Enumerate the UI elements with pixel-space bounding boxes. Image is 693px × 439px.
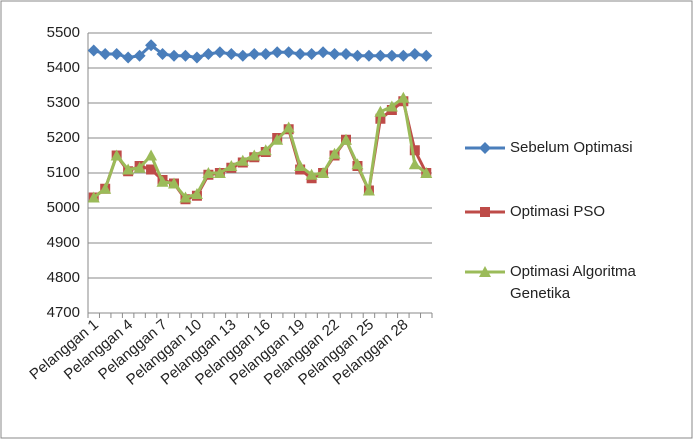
marker	[225, 160, 238, 171]
marker	[340, 133, 352, 145]
y-tick-label: 4900	[47, 234, 80, 251]
marker	[409, 145, 420, 156]
legend-label: Sebelum Optimasi	[510, 139, 633, 156]
marker	[362, 184, 375, 196]
marker	[271, 133, 284, 145]
marker	[225, 48, 238, 60]
marker	[145, 149, 158, 161]
marker	[351, 158, 364, 170]
marker	[202, 167, 215, 178]
marker	[374, 49, 387, 62]
marker	[259, 48, 272, 60]
marker	[479, 266, 491, 277]
y-tick-label: 5000	[47, 199, 80, 216]
legend-label: Optimasi Algoritma Genetika	[510, 263, 636, 302]
marker	[99, 48, 112, 60]
marker	[259, 144, 272, 156]
marker	[317, 167, 330, 178]
marker	[374, 105, 387, 117]
y-tick-label: 5500	[47, 24, 80, 41]
marker	[328, 48, 341, 60]
marker	[385, 49, 398, 62]
marker	[122, 163, 135, 175]
marker	[480, 207, 490, 217]
marker	[397, 91, 410, 103]
legend-label: Optimasi PSO	[510, 203, 606, 220]
marker	[190, 51, 203, 64]
marker	[133, 161, 146, 173]
y-tick-label: 5300	[47, 94, 80, 111]
marker	[133, 49, 146, 62]
marker	[190, 188, 203, 199]
marker	[408, 158, 421, 170]
marker	[156, 48, 169, 60]
y-tick-label: 4700	[47, 304, 80, 321]
y-tick-label: 5400	[47, 59, 80, 76]
marker	[87, 191, 100, 203]
marker	[145, 39, 158, 52]
marker	[408, 48, 421, 60]
marker	[248, 48, 261, 60]
marker	[271, 46, 284, 59]
marker	[110, 48, 123, 60]
marker	[397, 49, 410, 62]
marker	[146, 164, 157, 175]
legend-entry: Optimasi PSO	[510, 203, 606, 220]
y-tick-label: 5100	[47, 164, 80, 181]
marker	[317, 46, 330, 59]
marker	[179, 49, 192, 62]
marker	[420, 49, 433, 62]
marker	[340, 48, 352, 60]
marker	[202, 48, 215, 60]
marker	[122, 51, 135, 64]
marker	[87, 44, 100, 57]
marker	[305, 48, 318, 60]
marker	[294, 48, 307, 60]
marker	[420, 167, 433, 178]
legend-entry: Sebelum Optimasi	[510, 139, 633, 156]
marker	[282, 121, 295, 133]
marker	[236, 49, 249, 62]
marker	[328, 147, 341, 159]
marker	[99, 182, 112, 194]
marker	[213, 46, 226, 59]
marker	[236, 154, 249, 166]
marker	[213, 167, 226, 178]
marker	[479, 142, 491, 154]
marker	[385, 100, 398, 112]
marker	[179, 191, 192, 203]
marker	[168, 49, 180, 62]
marker	[168, 177, 180, 189]
marker	[156, 175, 169, 187]
marker	[248, 149, 261, 161]
marker	[351, 49, 364, 62]
marker	[282, 46, 295, 59]
marker	[362, 49, 375, 62]
legend-entry: Optimasi Algoritma Genetika	[510, 263, 636, 302]
marker	[110, 149, 123, 161]
marker	[305, 168, 318, 180]
marker	[294, 160, 307, 171]
y-tick-label: 5200	[47, 129, 80, 146]
y-tick-label: 4800	[47, 269, 80, 286]
